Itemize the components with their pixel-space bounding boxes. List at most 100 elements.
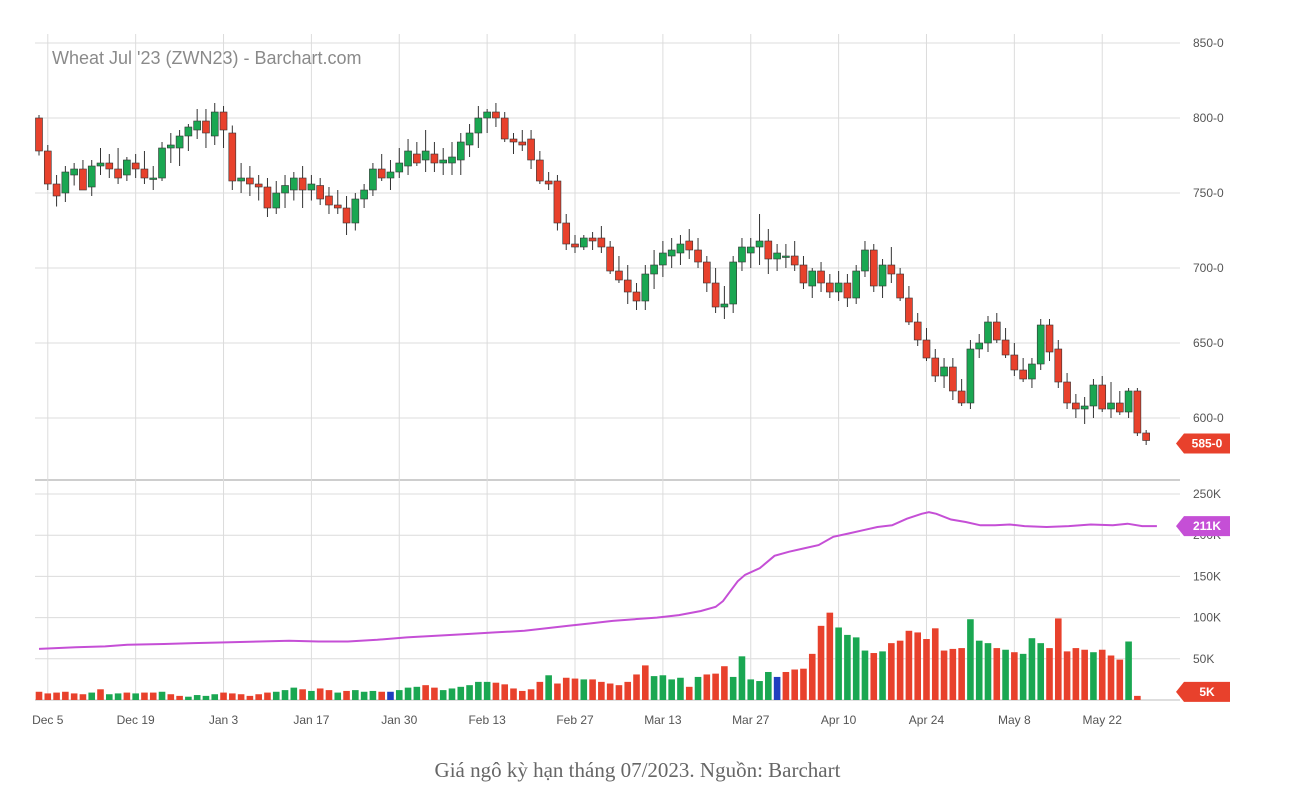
volume-bar xyxy=(176,695,183,700)
candle-up xyxy=(940,366,948,377)
candle-down xyxy=(325,195,333,206)
volume-bar xyxy=(545,675,552,700)
candle-up xyxy=(1107,402,1115,410)
candle-down xyxy=(254,183,263,188)
candle-up xyxy=(676,243,685,254)
candle-down xyxy=(615,270,623,281)
volume-bar xyxy=(949,648,957,700)
candle-up xyxy=(421,150,430,161)
candle-up xyxy=(193,120,201,131)
candle-down xyxy=(342,207,351,224)
candle-up xyxy=(1124,390,1133,413)
candle-down xyxy=(562,222,571,245)
last-price-badge-shape xyxy=(1176,433,1230,454)
volume-bar xyxy=(167,694,175,700)
candle-down xyxy=(588,237,597,242)
candle-up xyxy=(61,171,70,194)
axis-layer: 850-0800-0750-0700-0650-0600-0250K200K15… xyxy=(32,36,1230,727)
candle-up xyxy=(579,237,588,248)
candle-up xyxy=(729,261,737,305)
volume-bar xyxy=(800,668,807,700)
open-interest-badge: 211K xyxy=(1176,516,1230,537)
volume-bar xyxy=(914,632,921,700)
candle-down xyxy=(896,273,904,299)
candle-down xyxy=(913,321,922,341)
candle-down xyxy=(298,177,307,191)
volume-bar xyxy=(562,677,570,700)
volume-bar xyxy=(835,627,842,700)
candle-down xyxy=(131,162,140,170)
candle-up xyxy=(465,132,474,146)
volume-bar xyxy=(1072,648,1080,700)
candle-up xyxy=(369,168,377,191)
chart-container: 850-0800-0750-0700-0650-0600-0250K200K15… xyxy=(32,34,1230,727)
volume-bar xyxy=(378,691,385,700)
price-tick-label: 600-0 xyxy=(1193,411,1224,425)
candle-up xyxy=(483,111,491,119)
volume-bar xyxy=(703,674,711,700)
candle-up xyxy=(386,171,395,179)
volume-bar xyxy=(79,694,87,700)
date-tick-label: Mar 27 xyxy=(732,713,770,727)
price-tick-label: 800-0 xyxy=(1193,111,1224,125)
candle-down xyxy=(413,153,421,164)
volume-bar xyxy=(141,692,148,700)
volume-bar xyxy=(975,640,983,700)
volume-bar xyxy=(316,688,324,700)
candle-up xyxy=(149,177,158,180)
volume-bar xyxy=(659,675,667,700)
volume-bar xyxy=(53,692,60,700)
candle-up xyxy=(808,270,817,287)
volume-bar xyxy=(826,612,834,700)
volume-badge-label: 5K xyxy=(1199,685,1215,699)
candle-down xyxy=(685,240,694,251)
volume-bar xyxy=(220,692,227,700)
candle-up xyxy=(167,144,175,149)
volume-bar xyxy=(70,693,78,700)
volume-bar xyxy=(712,673,719,700)
volume-bar xyxy=(1002,649,1009,700)
volume-bar xyxy=(325,690,333,700)
candle-down xyxy=(694,249,702,263)
volume-bar xyxy=(879,651,886,700)
candle-up xyxy=(272,192,281,209)
volume-bar xyxy=(88,692,96,700)
candle-up xyxy=(984,321,992,344)
candle-down xyxy=(35,117,43,152)
volume-bar xyxy=(738,656,746,700)
candle-down xyxy=(202,120,210,134)
volume-bar xyxy=(404,687,412,700)
candle-up xyxy=(474,117,483,134)
volume-bar xyxy=(808,653,816,700)
volume-bar xyxy=(536,681,544,700)
volume-bar xyxy=(431,687,438,700)
volume-bar xyxy=(510,688,517,700)
candle-down xyxy=(606,246,614,272)
volume-bar xyxy=(940,650,948,700)
volume-bar xyxy=(888,643,895,700)
date-tick-label: Jan 3 xyxy=(209,713,239,727)
candle-up xyxy=(237,177,245,182)
volume-bar xyxy=(589,679,596,700)
candle-down xyxy=(219,111,228,131)
volume-bar xyxy=(817,625,825,700)
volume-bar xyxy=(281,690,289,700)
volume-bar xyxy=(615,685,623,700)
candle-up xyxy=(307,183,316,191)
candle-down xyxy=(263,186,272,209)
candle-down xyxy=(114,168,122,179)
date-tick-label: Mar 13 xyxy=(644,713,682,727)
candle-down xyxy=(1063,381,1071,404)
candle-down xyxy=(799,264,808,284)
volume-bar xyxy=(1028,638,1036,700)
date-tick-label: Dec 19 xyxy=(117,713,155,727)
volume-bar xyxy=(721,666,728,700)
candle-down xyxy=(1001,339,1010,356)
volume-bar xyxy=(132,693,139,700)
volume-bar xyxy=(334,692,342,700)
candle-up xyxy=(351,198,360,224)
volume-bar xyxy=(993,648,1001,700)
volume-bar xyxy=(1046,648,1053,700)
volume-bar xyxy=(439,690,447,700)
volume-bar xyxy=(97,689,104,700)
